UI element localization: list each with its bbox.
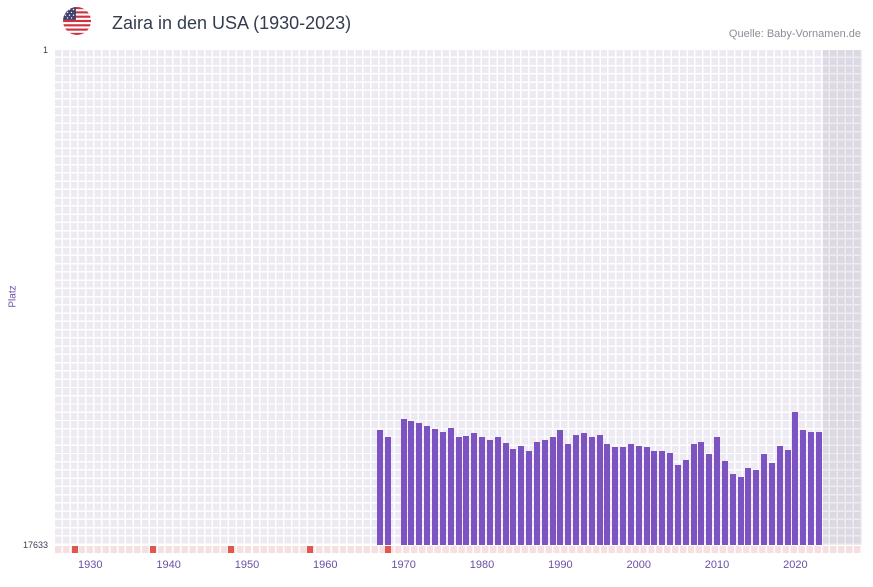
no-data-strip bbox=[55, 546, 862, 553]
bar-1979[interactable] bbox=[471, 433, 478, 545]
bar-1985[interactable] bbox=[518, 445, 525, 545]
bar-2005[interactable] bbox=[674, 465, 681, 545]
bar-2007[interactable] bbox=[690, 444, 697, 545]
bar-2011[interactable] bbox=[721, 461, 728, 545]
bar-2003[interactable] bbox=[659, 451, 666, 545]
bar-2010[interactable] bbox=[714, 437, 721, 545]
x-tick-1960: 1960 bbox=[313, 559, 338, 571]
bar-2021[interactable] bbox=[800, 430, 807, 545]
y-tick-top: 1 bbox=[42, 45, 48, 55]
bars-layer bbox=[55, 50, 862, 545]
bar-1987[interactable] bbox=[533, 441, 540, 545]
page-title: Zaira in den USA (1930-2023) bbox=[112, 13, 352, 33]
bar-1977[interactable] bbox=[455, 437, 462, 545]
recent-years-band bbox=[822, 50, 862, 545]
x-tick-1990: 1990 bbox=[548, 559, 573, 571]
bar-2017[interactable] bbox=[768, 462, 775, 545]
us-flag-icon bbox=[63, 7, 91, 35]
source-credit: Quelle: Baby-Vornamen.de bbox=[728, 28, 861, 40]
bar-2008[interactable] bbox=[698, 441, 705, 545]
no-data-marker-1948 bbox=[228, 546, 235, 553]
bar-2013[interactable] bbox=[737, 476, 744, 545]
bar-1998[interactable] bbox=[620, 447, 627, 545]
no-data-marker-1968 bbox=[384, 546, 391, 553]
x-tick-2010: 2010 bbox=[704, 559, 730, 571]
bar-2004[interactable] bbox=[667, 452, 674, 545]
bar-1983[interactable] bbox=[502, 443, 509, 545]
bar-1991[interactable] bbox=[565, 444, 572, 545]
bar-1994[interactable] bbox=[588, 437, 595, 545]
bar-1990[interactable] bbox=[557, 430, 564, 545]
x-tick-1970: 1970 bbox=[391, 559, 416, 571]
x-tick-2020: 2020 bbox=[783, 559, 808, 571]
bar-1975[interactable] bbox=[439, 431, 446, 545]
x-tick-1930: 1930 bbox=[78, 559, 103, 571]
y-axis-label: Platz bbox=[7, 285, 19, 308]
x-tick-2000: 2000 bbox=[626, 559, 651, 571]
bar-2016[interactable] bbox=[761, 454, 768, 545]
bar-1970[interactable] bbox=[400, 419, 407, 545]
bar-1982[interactable] bbox=[494, 437, 501, 545]
bar-1976[interactable] bbox=[447, 427, 454, 545]
bar-2000[interactable] bbox=[635, 445, 642, 545]
bar-2018[interactable] bbox=[776, 445, 783, 545]
plot-area bbox=[55, 50, 862, 545]
bar-1996[interactable] bbox=[604, 444, 611, 545]
bar-2002[interactable] bbox=[651, 451, 658, 545]
bar-1993[interactable] bbox=[580, 433, 587, 545]
bar-1992[interactable] bbox=[573, 434, 580, 545]
x-tick-1940: 1940 bbox=[156, 559, 181, 571]
bar-1972[interactable] bbox=[416, 423, 423, 545]
bar-1989[interactable] bbox=[549, 437, 556, 545]
bar-1973[interactable] bbox=[424, 426, 431, 545]
bar-1974[interactable] bbox=[431, 428, 438, 545]
bar-1988[interactable] bbox=[541, 440, 548, 545]
bar-2012[interactable] bbox=[729, 473, 736, 545]
bar-2006[interactable] bbox=[682, 459, 689, 545]
bar-2009[interactable] bbox=[706, 454, 713, 545]
bar-1999[interactable] bbox=[627, 444, 634, 545]
bar-2014[interactable] bbox=[745, 468, 752, 545]
bar-1968[interactable] bbox=[384, 437, 391, 545]
bar-2001[interactable] bbox=[643, 447, 650, 545]
bar-2020[interactable] bbox=[792, 412, 799, 545]
x-tick-1950: 1950 bbox=[234, 559, 260, 571]
bar-2023[interactable] bbox=[815, 431, 822, 545]
y-tick-bottom: 17633 bbox=[22, 540, 48, 550]
bar-1997[interactable] bbox=[612, 447, 619, 545]
bar-2015[interactable] bbox=[753, 469, 760, 545]
bar-1981[interactable] bbox=[486, 440, 493, 545]
x-tick-1980: 1980 bbox=[469, 559, 495, 571]
no-data-marker-1928 bbox=[71, 546, 78, 553]
bar-1980[interactable] bbox=[479, 437, 485, 545]
no-data-marker-1938 bbox=[149, 546, 156, 553]
bar-1986[interactable] bbox=[526, 451, 532, 545]
bar-2019[interactable] bbox=[784, 450, 791, 545]
no-data-marker-1958 bbox=[306, 546, 313, 553]
bar-1971[interactable] bbox=[408, 420, 415, 545]
bar-1978[interactable] bbox=[463, 435, 470, 545]
bar-1967[interactable] bbox=[377, 430, 384, 545]
bar-1984[interactable] bbox=[510, 448, 517, 545]
bar-1995[interactable] bbox=[596, 434, 603, 545]
bar-2022[interactable] bbox=[808, 431, 815, 545]
